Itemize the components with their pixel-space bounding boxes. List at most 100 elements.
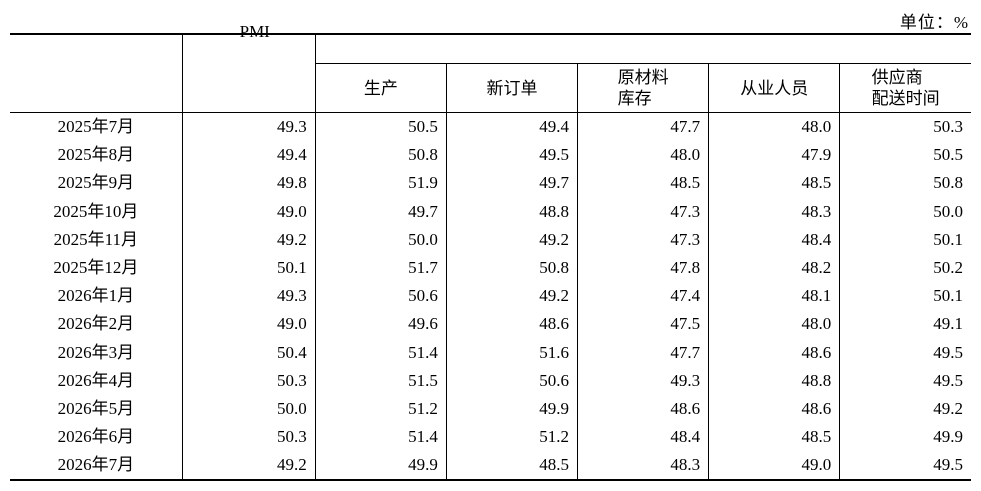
cell-raw-material-inventory: 47.8 [577,253,710,283]
cell-employment: 48.2 [708,253,841,283]
cell-employment: 48.6 [708,338,841,367]
cell-supplier-delivery-time: 50.2 [933,258,963,278]
cell-employment: 48.0 [708,112,841,142]
table-row: 2026年7月 49.2 49.9 48.5 48.3 49.0 49.5 [10,451,971,482]
cell-supplier-delivery-time: 49.5 [933,370,963,390]
cell-supplier-delivery-time: 50.1 [933,286,963,306]
row-month: 2025年8月 [10,141,183,170]
cell-new-orders: 48.6 [446,310,579,339]
cell-supplier-delivery-time: 49.5 [933,342,963,362]
table-row: 2025年10月 49.0 49.7 48.8 47.3 48.3 50.0 [10,197,971,226]
header-supplier-delivery-time: 供应商 配送时间 [839,63,971,113]
cell-raw-material-inventory: 49.3 [577,366,710,395]
header-production: 生产 [315,63,447,113]
cell-pmi: 49.3 [182,282,316,311]
cell-employment: 48.3 [708,197,841,226]
row-month: 2025年12月 [10,253,183,283]
cell-raw-material-inventory: 47.3 [577,225,710,254]
cell-production: 50.6 [315,282,447,311]
row-month: 2026年1月 [10,282,183,311]
cell-production: 49.7 [315,197,447,226]
table-row: 2026年1月 49.3 50.6 49.2 47.4 48.1 50.1 [10,282,971,311]
header-spacer [315,35,971,64]
cell-new-orders: 50.8 [446,253,579,283]
cell-raw-material-inventory: 47.3 [577,197,710,226]
header-label-line2: 库存 [617,89,652,108]
unit-label: 单位：% [899,13,969,32]
cell-supplier-delivery-time: 49.2 [933,398,963,418]
row-month: 2026年3月 [10,338,183,367]
cell-production: 51.4 [315,423,447,452]
header-label-line2: 配送时间 [871,89,940,108]
cell-raw-material-inventory: 47.7 [577,112,710,142]
cell-raw-material-inventory: 48.5 [577,169,710,198]
cell-raw-material-inventory: 47.5 [577,310,710,339]
cell-pmi: 50.0 [182,394,316,424]
table-row: 2025年9月 49.8 51.9 49.7 48.5 48.5 50.8 [10,169,971,198]
table-row: 2025年11月 49.2 50.0 49.2 47.3 48.4 50.1 [10,225,971,254]
table-header: PMI 生产 新订单 原材料库存 从业人员 供应商配送时间 [10,22,971,113]
row-month: 2026年5月 [10,394,183,424]
table-row: 2025年7月 49.3 50.5 49.4 47.7 48.0 50.3 [10,112,971,142]
header-corner-cell [10,35,183,113]
header-label: 生产 [363,78,398,98]
header-label: 新订单 [486,78,538,98]
cell-production: 50.8 [315,141,447,170]
cell-pmi: 49.2 [182,451,316,482]
header-label-line1: 供应商 [871,68,923,87]
header-pmi-label: PMI [239,22,270,41]
cell-new-orders: 50.6 [446,366,579,395]
cell-new-orders: 49.2 [446,225,579,254]
cell-employment: 48.0 [708,310,841,339]
row-month: 2025年9月 [10,169,183,198]
cell-new-orders: 49.4 [446,112,579,142]
cell-new-orders: 48.5 [446,451,579,482]
cell-employment: 48.1 [708,282,841,311]
cell-raw-material-inventory: 48.0 [577,141,710,170]
cell-supplier-delivery-time: 50.3 [933,117,963,137]
cell-pmi: 50.4 [182,338,316,367]
header-raw-material-inventory: 原材料 库存 [577,63,710,113]
cell-supplier-delivery-time: 49.5 [839,451,971,482]
table-body: 2025年7月 49.3 50.5 49.4 47.7 48.0 50.3 2025年8月 49… [10,112,971,482]
cell-pmi: 50.3 [182,366,316,395]
cell-supplier-delivery-time: 50.5 [933,145,963,165]
cell-production: 50.0 [315,225,447,254]
cell-production: 49.9 [315,451,447,482]
cell-raw-material-inventory: 48.3 [577,451,710,482]
cell-pmi: 49.0 [182,310,316,339]
table-row: 2025年12月 50.1 51.7 50.8 47.8 48.2 50.2 [10,253,971,283]
cell-new-orders: 49.2 [446,282,579,311]
row-month: 2025年10月 [10,197,183,226]
cell-supplier-delivery-time: 49.9 [933,427,963,447]
cell-employment: 47.9 [708,141,841,170]
cell-new-orders: 49.5 [446,141,579,170]
table-row: 2026年5月 50.0 51.2 49.9 48.6 48.6 49.2 [10,394,971,424]
header-employment: 从业人员 [708,63,841,113]
cell-production: 51.5 [315,366,447,395]
cell-pmi: 49.2 [182,225,316,254]
cell-pmi: 49.3 [182,112,316,142]
pmi-table: PMI 生产 新订单 原材料 库存 从业人员 供应商 配送时间 2025年7月 49.… [10,22,971,482]
cell-employment: 49.0 [708,451,841,482]
header-label: 从业人员 [740,78,809,98]
row-month: 2026年6月 [10,423,183,452]
row-month: 2026年7月 [10,451,183,482]
table-row: 2026年3月 50.4 51.4 51.6 47.7 48.6 49.5 [10,338,971,367]
cell-employment: 48.8 [708,366,841,395]
table-row: 2026年6月 50.3 51.4 51.2 48.4 48.5 49.9 [10,423,971,452]
cell-raw-material-inventory: 48.6 [577,394,710,424]
cell-pmi: 50.1 [182,253,316,283]
cell-new-orders: 49.7 [446,169,579,198]
cell-raw-material-inventory: 47.7 [577,338,710,367]
cell-supplier-delivery-time: 49.1 [933,314,963,334]
cell-new-orders: 51.2 [446,423,579,452]
header-label-line1: 原材料 [617,68,669,87]
cell-employment: 48.5 [708,169,841,198]
cell-supplier-delivery-time: 50.8 [933,173,963,193]
cell-new-orders: 48.8 [446,197,579,226]
cell-pmi: 50.3 [182,423,316,452]
header-pmi: PMI [182,22,316,113]
table-row: 2026年2月 49.0 49.6 48.6 47.5 48.0 49.1 [10,310,971,339]
cell-employment: 48.5 [708,423,841,452]
